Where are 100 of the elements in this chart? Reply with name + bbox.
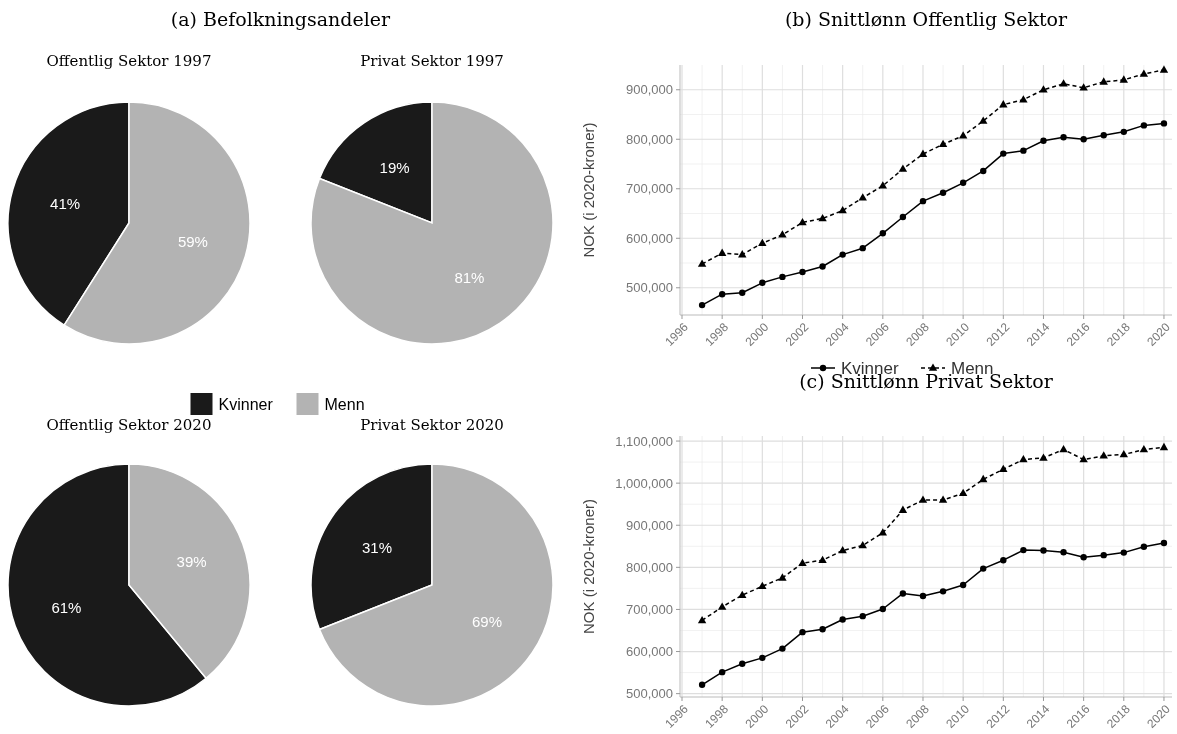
point: [697, 615, 707, 624]
point: [1099, 77, 1108, 85]
point: [1140, 543, 1148, 550]
point: [778, 230, 787, 238]
point: [939, 189, 947, 196]
point: [1039, 85, 1048, 93]
point: [1139, 444, 1149, 453]
point: [980, 167, 987, 175]
point: [798, 217, 807, 226]
point: [698, 681, 706, 688]
point: [979, 116, 988, 124]
point: [979, 474, 988, 483]
data-label: 69%: [472, 613, 503, 631]
point: [1159, 442, 1169, 451]
point: [938, 495, 948, 503]
y-tick-label: 500,000: [626, 280, 673, 296]
point: [838, 546, 847, 554]
point: [718, 668, 726, 676]
y-tick-label: 800,000: [626, 131, 673, 147]
point: [938, 139, 948, 148]
point: [1039, 453, 1048, 461]
point: [759, 279, 766, 287]
point: [1119, 450, 1128, 458]
data-label: 19%: [379, 158, 410, 176]
point: [779, 645, 786, 652]
point: [738, 590, 747, 598]
point: [918, 149, 928, 157]
chart-title: Privat Sektor 1997: [360, 52, 504, 70]
point: [958, 488, 968, 497]
point: [959, 179, 967, 187]
data-label: 41%: [50, 195, 81, 213]
point: [999, 464, 1008, 473]
y-tick-label: 900,000: [626, 517, 673, 533]
point: [1020, 546, 1027, 554]
point: [899, 590, 907, 597]
point: [739, 660, 746, 667]
point: [1060, 548, 1067, 556]
point: [879, 605, 887, 613]
y-tick-label: 700,000: [626, 181, 673, 197]
point: [758, 581, 767, 590]
chart-title: Offentlig Sektor 1997: [46, 52, 212, 70]
y-tick-label: 700,000: [626, 601, 673, 617]
point: [1040, 547, 1047, 554]
point: [1080, 554, 1087, 561]
point: [1160, 120, 1168, 127]
y-tick-label: 1,100,000: [615, 433, 673, 449]
data-label: 81%: [454, 269, 485, 287]
point: [1100, 551, 1107, 559]
chart-title: Offentlig Sektor 2020: [46, 416, 212, 434]
text: (a) Befolkningsandeler: [170, 8, 392, 30]
point: [1099, 451, 1108, 459]
point: [818, 213, 827, 222]
point: [819, 263, 826, 270]
point: [859, 244, 866, 252]
point: [799, 268, 806, 276]
point: [1140, 122, 1148, 129]
point: [959, 581, 967, 589]
point: [939, 588, 947, 595]
point: [899, 213, 907, 221]
point: [1059, 444, 1068, 453]
data-label: 61%: [51, 598, 82, 616]
point: [839, 616, 846, 623]
point: [1059, 79, 1068, 87]
point: [898, 505, 908, 513]
pie-slice: [310, 101, 554, 345]
legend-label: Menn: [324, 396, 365, 413]
legend-label: Kvinner: [218, 396, 274, 413]
point: [919, 592, 927, 600]
y-tick-label: 600,000: [626, 230, 673, 246]
point: [878, 528, 888, 536]
point: [1100, 132, 1107, 139]
data-label: 59%: [177, 232, 208, 250]
point: [1159, 65, 1169, 73]
point: [898, 164, 908, 172]
point: [818, 555, 827, 563]
y-tick-label: 1,000,000: [615, 475, 673, 491]
point: [1120, 549, 1127, 556]
point: [717, 248, 727, 256]
y-axis-title: NOK (i 2020-kroner): [580, 122, 597, 258]
point: [980, 565, 987, 572]
point: [1160, 539, 1168, 547]
point: [1040, 137, 1047, 144]
chart-title: Privat Sektor 2020: [360, 416, 504, 434]
point: [717, 602, 727, 610]
point: [758, 238, 767, 247]
point: [1000, 556, 1007, 564]
point: [798, 558, 807, 566]
point: [1079, 83, 1088, 91]
point: [1000, 150, 1007, 157]
data-label: 39%: [176, 553, 207, 571]
point: [1139, 69, 1149, 77]
chart-title: (b) Snittlønn Offentlig Sektor: [784, 8, 1068, 30]
y-tick-label: 900,000: [626, 82, 673, 98]
point: [1120, 128, 1127, 136]
point: [759, 654, 766, 662]
y-axis-title: NOK (i 2020-kroner): [580, 498, 597, 635]
point: [919, 197, 927, 205]
y-tick-label: 500,000: [626, 686, 673, 702]
point: [739, 289, 746, 296]
point: [839, 251, 846, 258]
